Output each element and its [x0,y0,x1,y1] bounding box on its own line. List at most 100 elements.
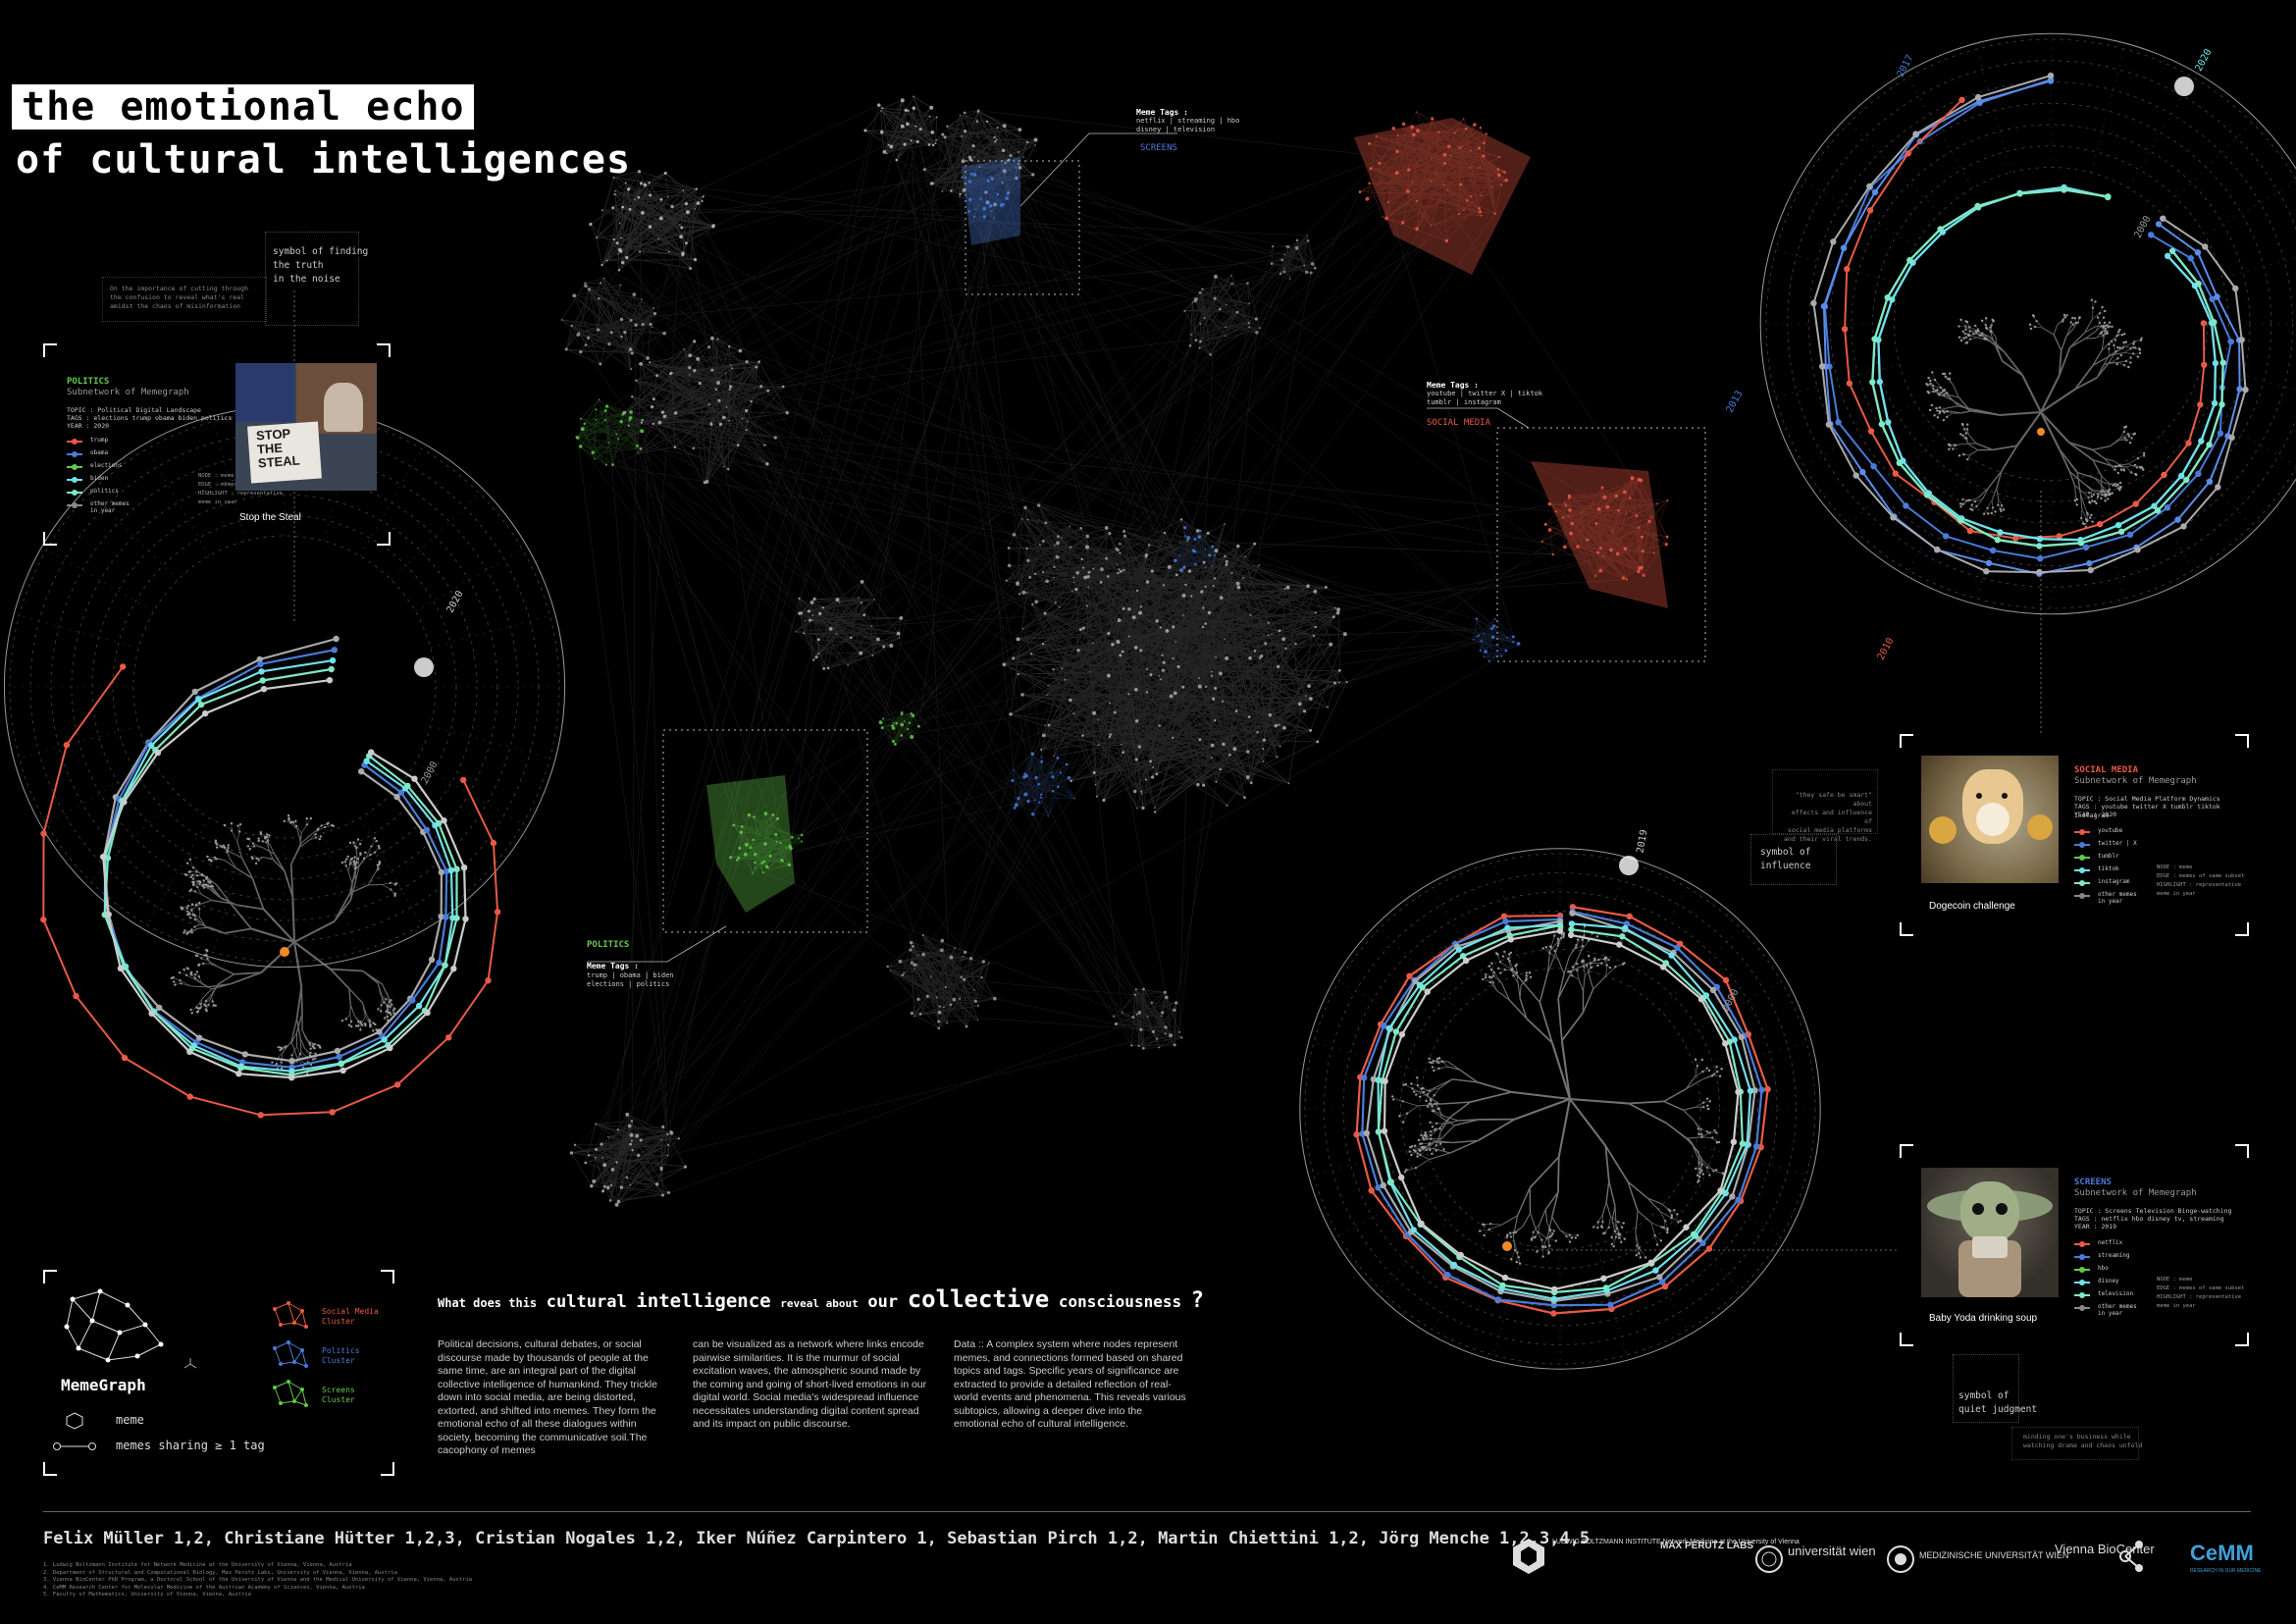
network-edge [976,121,1018,179]
network-edge [881,130,885,152]
meme-node [602,277,605,280]
network-edge [973,141,1028,147]
network-edge [571,1152,593,1186]
meme-node [1230,275,1232,277]
network-edge [589,288,665,334]
network-edge [642,189,684,214]
network-edge [641,420,730,424]
network-edge [1602,492,1626,557]
meme-node [937,1010,942,1015]
meme-node [1047,723,1051,727]
network-edge [1577,492,1626,548]
meme-node [1037,782,1040,786]
meme-node [1199,529,1202,532]
meme-node [1064,678,1067,681]
network-edge [1370,168,1472,197]
meme-node [1054,544,1056,547]
network-edge [671,372,701,384]
network-edge [1359,147,1480,192]
meme-node [1213,577,1217,580]
network-edge [1317,681,1347,743]
network-edge [884,107,932,153]
meme-node [1085,545,1090,550]
network-edge [640,363,725,418]
meme-node [673,445,677,448]
network-edge [1463,118,1480,149]
meme-node [1053,565,1056,569]
network-edge [598,329,622,338]
network-edge [1562,498,1570,518]
network-edge [617,211,689,255]
meme-node [1297,702,1302,707]
network-edge [585,278,604,284]
network-edge [1438,128,1467,133]
network-edge [626,211,689,258]
meme-node [620,335,623,339]
meme-node [961,135,964,137]
meme-node [1086,604,1088,607]
meme-node [1107,632,1111,636]
network-edge [671,203,687,207]
meme-node [617,253,619,255]
tree-node [369,1024,372,1028]
network-edge [656,355,691,376]
network-edge [1431,146,1462,159]
meme-node [1278,272,1282,276]
network-edge [1638,537,1643,572]
meme-node [913,1015,915,1018]
network-edge [979,150,1004,168]
tree-node [377,1008,380,1011]
network-edge [689,374,765,445]
meme-node [1215,655,1217,658]
meme-node [1109,733,1112,736]
network-edge [589,288,642,300]
network-edge [576,437,638,446]
network-edge [642,212,713,228]
meme-node [981,960,986,964]
network-edge [718,399,776,439]
meme-node [1543,522,1547,526]
network-edge [624,358,699,413]
network-edge [710,422,725,467]
network-edge [737,418,743,445]
network-edge [764,144,1036,845]
meme-node [628,207,632,211]
network-edge [974,175,981,199]
meme-node [696,201,701,205]
meme-node [917,724,920,728]
network-edge [606,199,662,261]
meme-node [931,143,935,147]
network-edge [573,295,601,365]
network-edge [689,367,788,414]
meme-node [1102,798,1106,803]
network-edge [1417,130,1483,216]
network-edge [964,163,1019,191]
meme-node [1092,642,1094,645]
network-edge [597,227,682,238]
meme-node [1222,742,1226,747]
network-edge [682,242,687,254]
network-edge [591,124,1476,1186]
meme-node [1305,270,1309,275]
meme-node [1041,733,1046,738]
network-edge [617,226,651,255]
meme-node [605,259,608,262]
network-edge [585,344,633,354]
network-edge [1569,502,1658,511]
network-edge [1432,118,1480,149]
meme-node [1162,660,1166,664]
network-edge [1435,131,1439,175]
network-edge [932,145,974,184]
meme-node [892,721,895,724]
network-edge [641,372,726,424]
network-edge [1629,479,1640,498]
network-edge [1469,167,1483,196]
meme-node [1169,694,1174,699]
meme-node [972,989,975,991]
network-edge [656,375,747,411]
network-edge [904,131,933,145]
meme-node [1023,792,1028,797]
meme-node [616,1128,619,1131]
meme-node [1076,649,1080,653]
meme-node [1268,712,1273,717]
